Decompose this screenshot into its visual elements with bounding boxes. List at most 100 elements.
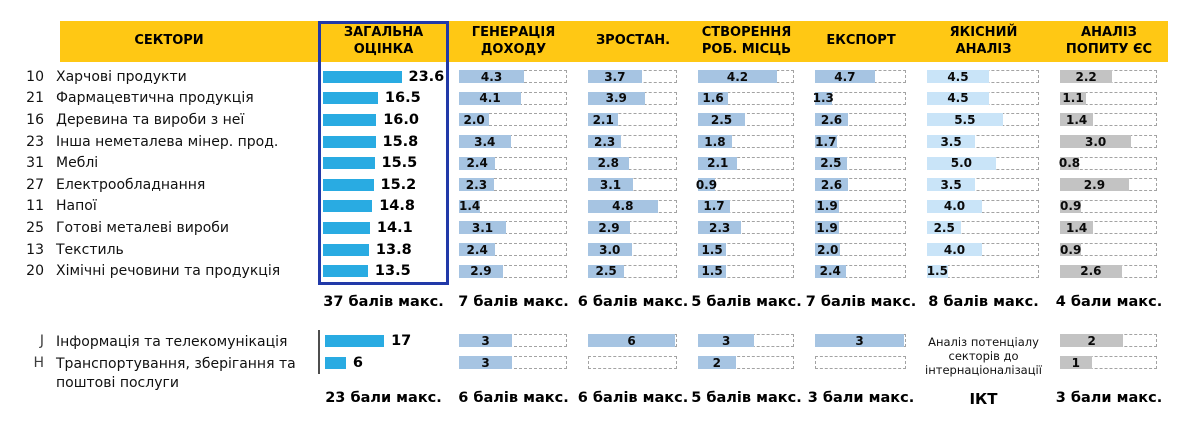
score-bar-cell: 3.1 — [449, 217, 578, 239]
total-bar-value: 15.5 — [381, 155, 418, 172]
bar-fill: 2 — [1060, 334, 1124, 348]
score-bar-cell: 3.0 — [578, 239, 688, 261]
bar-value: 1.5 — [926, 264, 948, 279]
score-bar-cell: 4.3 — [449, 66, 578, 88]
sector-row-label: 11 Напої — [20, 196, 318, 218]
bar-fill: 2.2 — [1060, 70, 1113, 84]
bar-fill: 2.1 — [588, 113, 619, 127]
bar-track: 1.7 — [815, 135, 906, 149]
sector-row-label: 25 Готові металеві вироби — [20, 217, 318, 239]
bar-fill: 1.6 — [698, 91, 729, 105]
sector-name: Деревина та вироби з неї — [56, 111, 245, 128]
bar-track: 3.9 — [588, 91, 677, 105]
bottom-max-export: 3 бали макс. — [807, 389, 915, 406]
bar-fill: 4.2 — [698, 70, 777, 84]
bottom-max-jobs: 5 балів макс. — [691, 389, 802, 406]
bar-track: 3.7 — [588, 69, 677, 84]
sector-name: Готові металеві вироби — [56, 219, 230, 236]
sector-row-label: 10 Харчові продукти — [20, 66, 318, 88]
score-bar-cell: 0.9 — [1050, 196, 1168, 218]
bar-fill: 1.9 — [815, 199, 840, 213]
bar-fill: 3.7 — [588, 69, 642, 84]
bar-fill: 6 — [588, 334, 675, 348]
score-bar-cell: 0.9 — [688, 174, 805, 196]
score-bar-cell: 2.3 — [578, 131, 688, 153]
bar-value: 2.9 — [1083, 177, 1106, 192]
bar-track: 2.6 — [815, 178, 906, 192]
scores-grid: СЕКТОРИ ЗАГАЛЬНА ОЦІНКА ГЕНЕРАЦІЯ ДОХОДУ… — [20, 21, 1168, 410]
bar-value: 3 — [481, 333, 490, 348]
score-bar-cell: 2.5 — [578, 260, 688, 282]
max-label-total: 37 балів макс. — [323, 293, 444, 310]
score-bar-cell: 4.2 — [688, 66, 805, 88]
bar-fill: 1.8 — [698, 135, 732, 149]
score-bar-cell: 1.4 — [449, 196, 578, 218]
bar-fill: 1.5 — [698, 264, 727, 278]
total-bar-value: 17 — [391, 332, 412, 349]
bar-fill: 4.1 — [459, 91, 522, 106]
bar-track: 4.2 — [698, 70, 794, 84]
bar-track: 2.0 — [459, 113, 567, 127]
bar-fill: 3.4 — [459, 135, 511, 149]
bar-fill: 2.5 — [815, 156, 847, 170]
score-bar-cell: 4.0 — [917, 239, 1050, 261]
bar-fill: 3 — [815, 334, 904, 348]
bar-value: 4.5 — [947, 69, 969, 84]
total-bar-fill — [323, 178, 374, 191]
header-yellow-band — [60, 21, 1168, 62]
max-label-growth: 6 балів макс. — [577, 293, 689, 310]
bar-track: 1.8 — [698, 135, 794, 149]
sector-row-label: 31 Меблі — [20, 152, 318, 174]
score-bar-cell: 2.0 — [805, 239, 917, 261]
total-score-bar: 15.2 — [318, 174, 449, 196]
total-bar-fill — [325, 356, 346, 369]
bottom-max-revenue: 6 балів макс. — [458, 389, 569, 406]
bar-fill: 2.1 — [698, 156, 738, 170]
total-bar-value: 15.8 — [382, 133, 419, 150]
score-bar-cell: 2.5 — [917, 217, 1050, 239]
bar-value: 5.5 — [954, 112, 976, 127]
total-bar-fill — [323, 135, 376, 148]
bar-track: 1.5 — [698, 264, 794, 278]
bar-value: 4.8 — [612, 199, 634, 214]
sector-code: 16 — [26, 111, 44, 128]
bar-value: 3.7 — [604, 69, 626, 84]
bar-value: 2.9 — [470, 264, 492, 279]
total-bar-fill — [323, 265, 368, 278]
bar-track: 3.4 — [459, 135, 567, 149]
bar-value: 2.0 — [817, 242, 839, 257]
bar-value: 4.1 — [479, 91, 501, 106]
score-bar-cell: 1.6 — [688, 88, 805, 110]
total-score-bar: 15.5 — [318, 152, 449, 174]
header-eu-demand: АНАЛІЗ ПОПИТУ ЄС — [1065, 24, 1153, 57]
bar-track: 4.0 — [927, 243, 1039, 257]
total-score-bar: 16.5 — [318, 88, 449, 110]
header-jobs: СТВОРЕННЯ РОБ. МІСЦЬ — [701, 24, 792, 57]
bar-fill: 4.0 — [927, 243, 982, 257]
bar-fill: 0.9 — [1060, 199, 1082, 213]
total-bar-value: 15.2 — [380, 176, 417, 193]
sector-name: Інформація та телекомунікація — [56, 333, 288, 350]
total-bar-value: 14.8 — [379, 198, 415, 215]
bar-fill: 2.3 — [698, 221, 742, 235]
score-bar-cell: 5.0 — [917, 152, 1050, 174]
bar-track: 1.7 — [698, 199, 794, 213]
bar-track: 1.5 — [698, 243, 794, 257]
bar-value: 4.3 — [480, 69, 503, 84]
score-bar-cell: 3.5 — [917, 131, 1050, 153]
bar-track: 3 — [459, 356, 567, 370]
sector-name: Фармацевтична продукція — [56, 90, 254, 107]
bar-fill: 3.0 — [1060, 135, 1132, 149]
bar-track: 2 — [698, 356, 794, 370]
bar-value: 4.0 — [943, 199, 966, 214]
bar-fill: 1.4 — [1060, 221, 1094, 235]
bar-track: 5.0 — [927, 156, 1039, 170]
score-bar-cell: 3.0 — [1050, 131, 1168, 153]
score-bar-cell: 4.5 — [917, 88, 1050, 110]
header-revenue: ГЕНЕРАЦІЯ ДОХОДУ — [471, 24, 556, 57]
header-growth: ЗРОСТАН. — [595, 33, 671, 49]
bar-track: 0.9 — [1060, 199, 1157, 213]
bar-value: 2.4 — [466, 242, 488, 257]
bar-track: 2.1 — [588, 113, 677, 127]
